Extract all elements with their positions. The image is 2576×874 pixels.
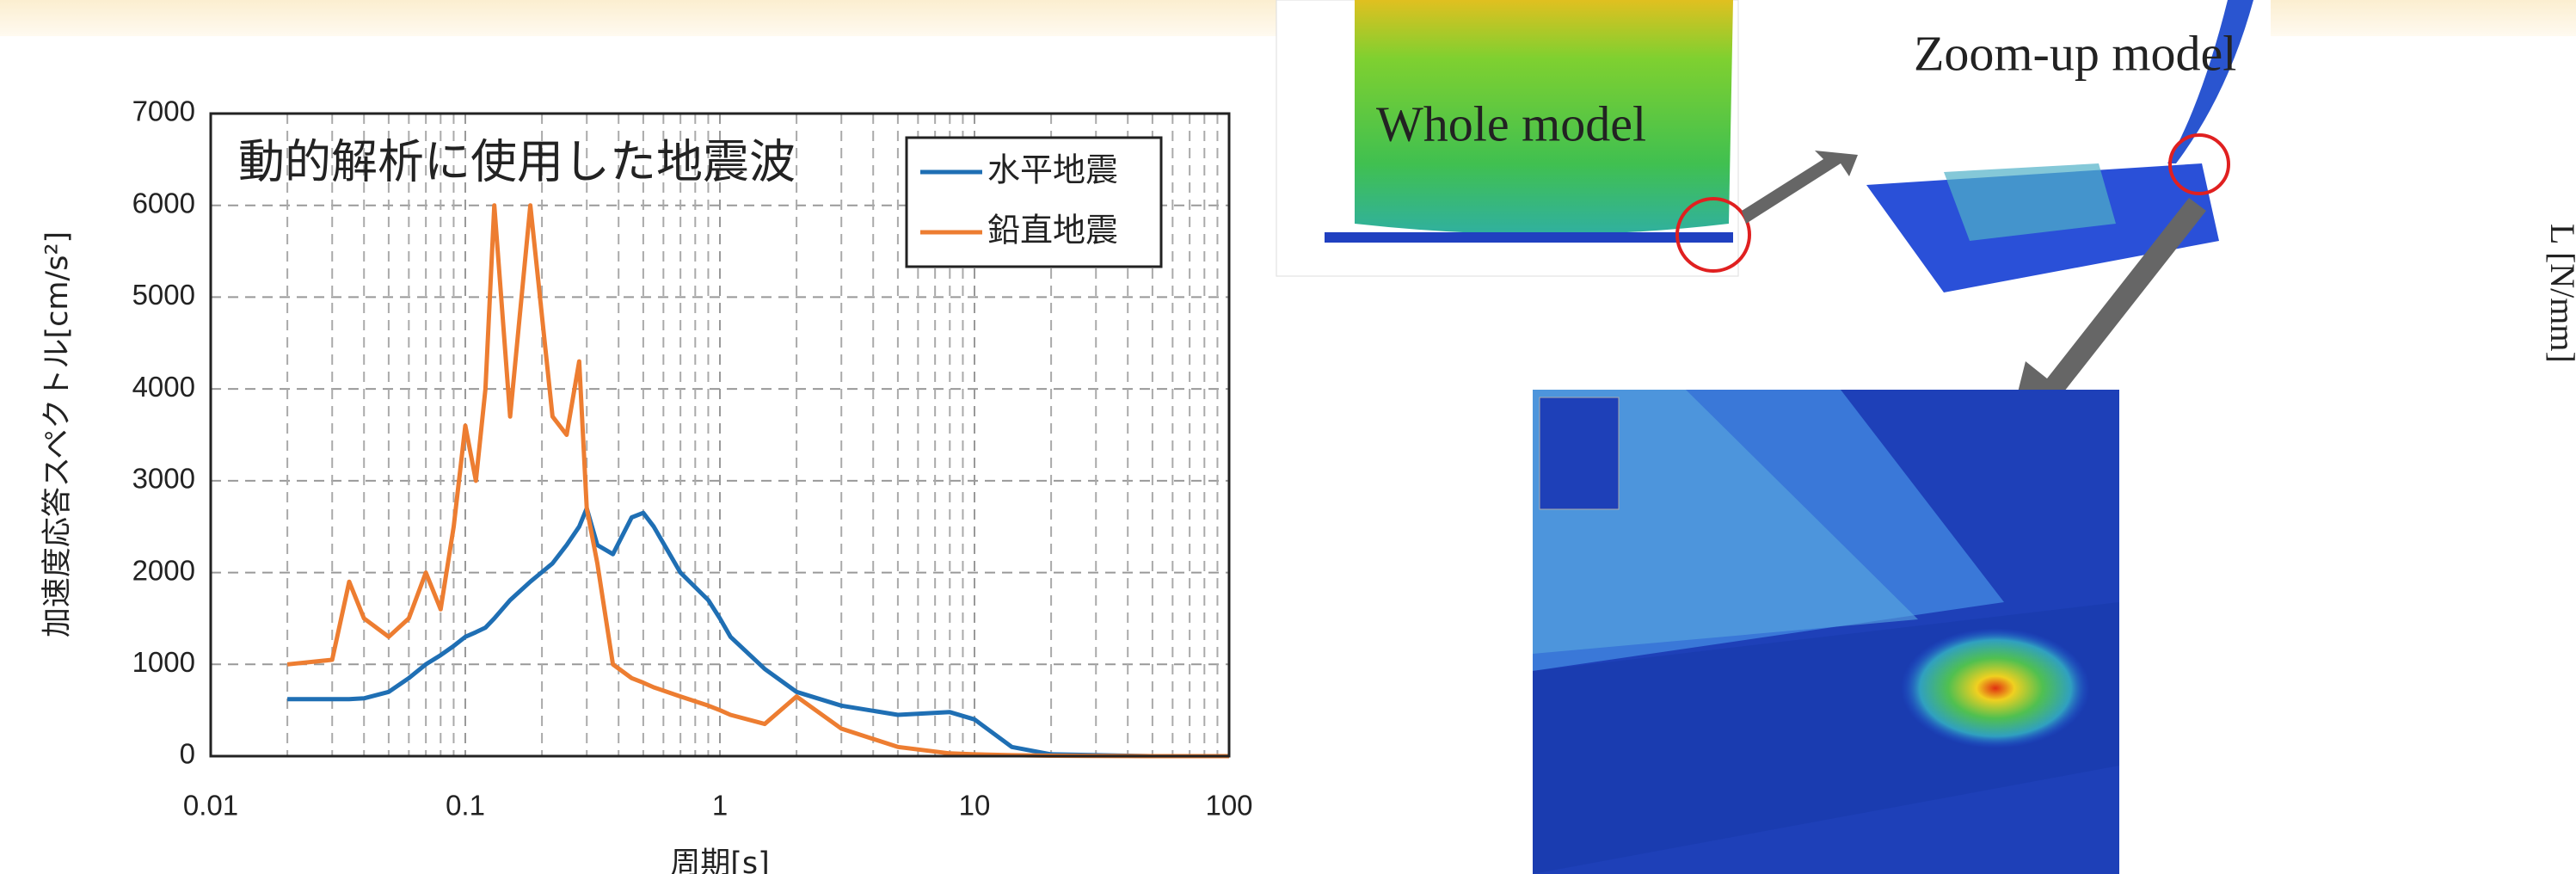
x-axis-label: 周期[s] [670,846,770,874]
y-tick-label: 3000 [132,463,195,495]
top-bar [2271,0,2576,36]
x-tick-label: 0.01 [183,790,238,822]
x-tick-label: 0.1 [446,790,485,822]
y-tick-label: 1000 [132,646,195,678]
color-legend [1540,397,1619,509]
fea-figure: Whole model Zoom-up model [1276,0,2264,874]
chart-title: 動的解析に使用した地震波 [238,135,796,189]
side-label: L [N/mm] [2543,224,2576,363]
x-tick-label: 1 [712,790,728,822]
zoom-label: Zoom-up model [1914,25,2236,81]
y-tick-label: 6000 [132,187,195,218]
arrow [1742,151,1858,224]
legend-label: 鉛直地震 [987,212,1118,249]
page: 周期[s] 加速度応答スペクトル[cm/s²] 0 1000 2000 3000 400… [0,0,2576,874]
y-axis-label: 加速度応答スペクトル[cm/s²] [40,231,75,637]
top-bar [0,0,1276,36]
base [1325,232,1733,243]
y-tick-label: 7000 [132,95,195,127]
x-tick-label: 10 [959,790,991,822]
stress-hotspot [1901,628,2090,748]
y-tick-label: 2000 [132,554,195,586]
y-tick-label: 4000 [132,371,195,403]
y-tick-label: 0 [180,738,195,770]
chart: 周期[s] 加速度応答スペクトル[cm/s²] 0 1000 2000 3000 400… [40,95,1253,874]
whole-label: Whole model [1376,95,1646,151]
x-tick-label: 100 [1205,790,1252,822]
legend-label: 水平地震 [987,151,1118,189]
y-tick-label: 5000 [132,279,195,311]
